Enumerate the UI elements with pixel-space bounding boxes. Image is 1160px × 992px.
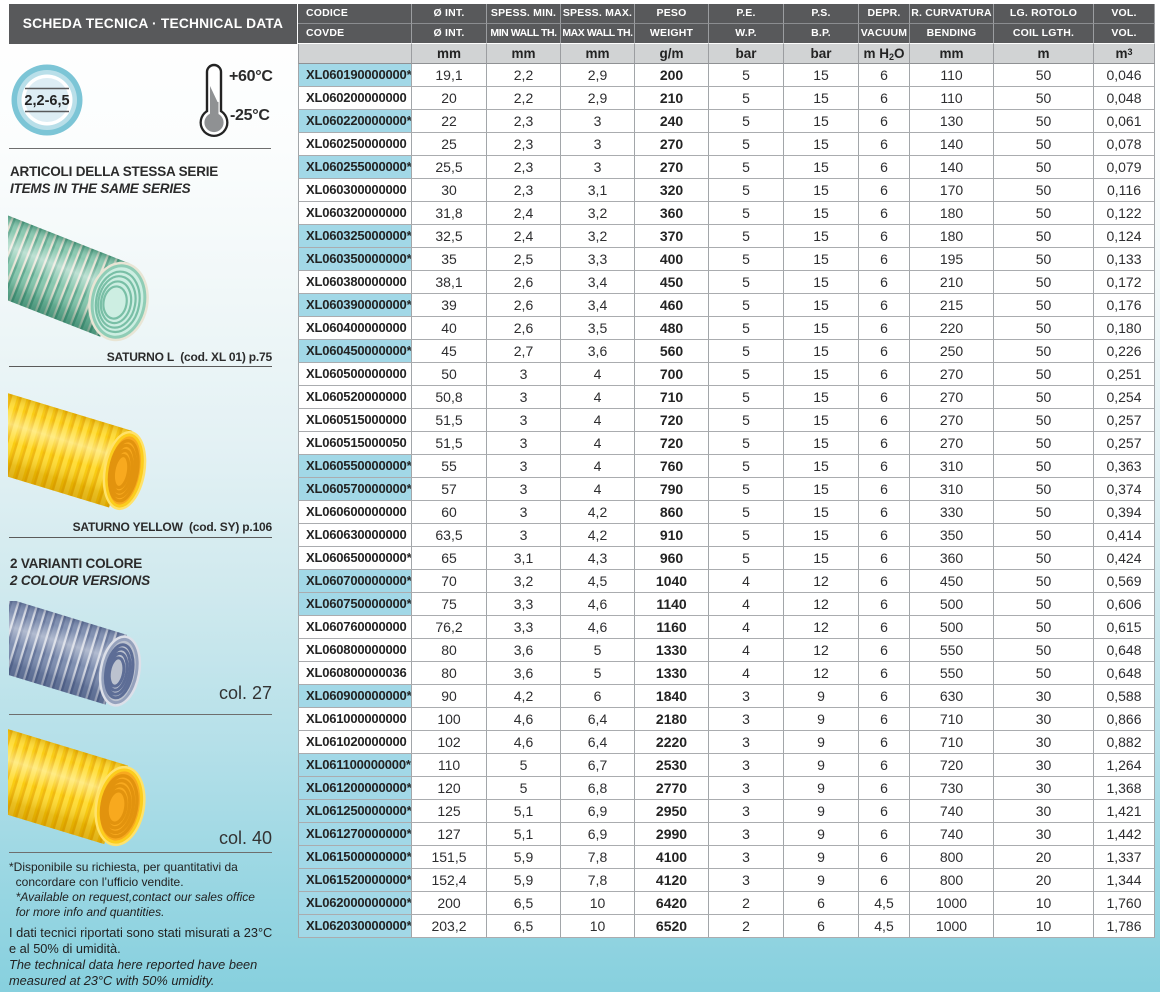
svg-text:2,2-6,5: 2,2-6,5	[24, 93, 69, 109]
